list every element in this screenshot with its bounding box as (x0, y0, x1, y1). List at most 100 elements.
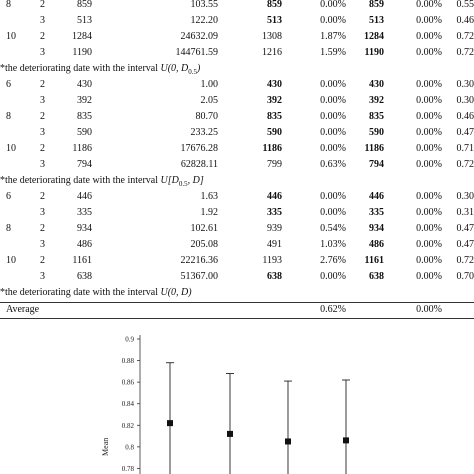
cell-c7: 859 (369, 0, 384, 10)
cell-c5: 939 (267, 223, 282, 234)
table-row: 3 794 62828.11 799 0.63% 794 0.00% 0.72 (0, 158, 474, 172)
mean-marker (227, 430, 233, 437)
cell-c5: 1308 (262, 31, 282, 42)
cell-c8: 0.00% (416, 111, 442, 122)
cell-m: 2 (40, 223, 45, 234)
cell-c3: 486 (77, 239, 92, 250)
cell-c4: 80.70 (195, 111, 219, 122)
mean-errorbar-chart: 0.90.880.860.840.820.80.780.76Mean (101, 335, 350, 474)
cell-c3: 513 (77, 15, 92, 26)
cell-m: 2 (40, 31, 45, 42)
table-rule (0, 302, 474, 303)
cell-c8: 0.00% (416, 15, 442, 26)
cell-c7: 392 (369, 95, 384, 106)
cell-c8: 0.00% (416, 159, 442, 170)
cell-c5: 590 (267, 127, 282, 138)
cell-c8: 0.00% (416, 0, 442, 10)
cell-c8: 0.00% (416, 191, 442, 202)
table-section-note: *the deteriorating date with the interva… (0, 62, 474, 76)
table-row: 3 1190 144761.59 1216 1.59% 1190 0.00% 0.72 (0, 46, 474, 60)
note-subscript: 0.5 (178, 180, 188, 188)
cell-c7: 934 (369, 223, 384, 234)
table-row: 10 2 1284 24632.09 1308 1.87% 1284 0.00% 0.72 (0, 30, 474, 44)
table-rule (0, 318, 474, 319)
cell-c4: 62828.11 (180, 159, 218, 170)
cell-c7: 1161 (364, 255, 384, 266)
average-row: Average 0.62% 0.00% (0, 303, 474, 317)
note-subscript: 0.5 (188, 68, 198, 76)
cell-c7: 335 (369, 207, 384, 218)
cell-c7: 590 (369, 127, 384, 138)
cell-c4: 24632.09 (180, 31, 219, 42)
cell-c9: 0.55 (456, 0, 474, 10)
cell-c9: 0.47 (456, 223, 474, 234)
cell-m: 2 (40, 255, 45, 266)
cell-c4: 2.05 (200, 95, 219, 106)
y-tick-label: 0.86 (122, 379, 135, 387)
cell-n: 10 (6, 143, 16, 154)
cell-c9: 0.72 (456, 159, 474, 170)
cell-c7: 794 (369, 159, 384, 170)
cell-c3: 1190 (72, 47, 92, 58)
cell-c5: 392 (267, 95, 282, 106)
cell-c3: 430 (77, 79, 92, 90)
cell-c9: 0.72 (456, 255, 474, 266)
cell-c9: 0.72 (456, 47, 474, 58)
cell-c6: 0.00% (320, 79, 346, 90)
cell-c4: 102.61 (190, 223, 219, 234)
cell-c6: 0.00% (320, 207, 346, 218)
note-text: *the deteriorating date with the interva… (0, 175, 161, 186)
cell-m: 2 (40, 111, 45, 122)
cell-c7: 1190 (364, 47, 384, 58)
table-row: 3 590 233.25 590 0.00% 590 0.00% 0.47 (0, 126, 474, 140)
cell-c5: 1193 (262, 255, 282, 266)
cell-c5: 513 (267, 15, 282, 26)
cell-c6: 0.00% (320, 127, 346, 138)
cell-m: 3 (40, 95, 45, 106)
cell-c4: 205.08 (190, 239, 219, 250)
note-math: U(0, D) (160, 287, 192, 298)
table-row: 3 335 1.92 335 0.00% 335 0.00% 0.31 (0, 206, 474, 220)
table-row: 3 392 2.05 392 0.00% 392 0.00% 0.30 (0, 94, 474, 108)
cell-c3: 1284 (72, 31, 92, 42)
cell-c6: 0.00% (320, 271, 346, 282)
cell-m: 3 (40, 271, 45, 282)
cell-c9: 0.47 (456, 127, 474, 138)
mean-marker (343, 437, 349, 444)
cell-c5: 859 (267, 0, 282, 10)
cell-c5: 1186 (262, 143, 282, 154)
cell-c5: 335 (267, 207, 282, 218)
cell-m: 3 (40, 127, 45, 138)
cell-c7: 1186 (364, 143, 384, 154)
cell-c7: 513 (369, 15, 384, 26)
table-row: 6 2 446 1.63 446 0.00% 446 0.00% 0.30 (0, 190, 474, 204)
cell-n: 8 (6, 223, 11, 234)
cell-c4: 1.00 (200, 79, 219, 90)
cell-m: 3 (40, 239, 45, 250)
y-tick-label: 0.78 (122, 465, 135, 473)
cell-c6: 1.03% (320, 239, 346, 250)
cell-c4: 51367.00 (180, 271, 219, 282)
cell-c3: 1161 (72, 255, 92, 266)
cell-c6: 1.87% (320, 31, 346, 42)
cell-c3: 590 (77, 127, 92, 138)
mean-marker (285, 438, 291, 445)
cell-m: 2 (40, 191, 45, 202)
table-row: 6 2 430 1.00 430 0.00% 430 0.00% 0.30 (0, 78, 474, 92)
cell-c4: 17676.28 (180, 143, 219, 154)
table-row: 3 486 205.08 491 1.03% 486 0.00% 0.47 (0, 238, 474, 252)
cell-c7: 638 (369, 271, 384, 282)
cell-c9: 0.31 (456, 207, 474, 218)
cell-c6: 0.00% (320, 111, 346, 122)
cell-m: 2 (40, 79, 45, 90)
cell-c9: 0.30 (456, 191, 474, 202)
cell-c5: 799 (267, 159, 282, 170)
average-label: Average (6, 304, 40, 315)
cell-c6: 2.76% (320, 255, 346, 266)
cell-c4: 22216.36 (180, 255, 219, 266)
cell-c8: 0.00% (416, 79, 442, 90)
note-text: *the deteriorating date with the interva… (0, 287, 161, 298)
cell-c6: 0.00% (320, 191, 346, 202)
table-row: 10 2 1186 17676.28 1186 0.00% 1186 0.00% 0.71 (0, 142, 474, 156)
cell-c9: 0.30 (456, 95, 474, 106)
